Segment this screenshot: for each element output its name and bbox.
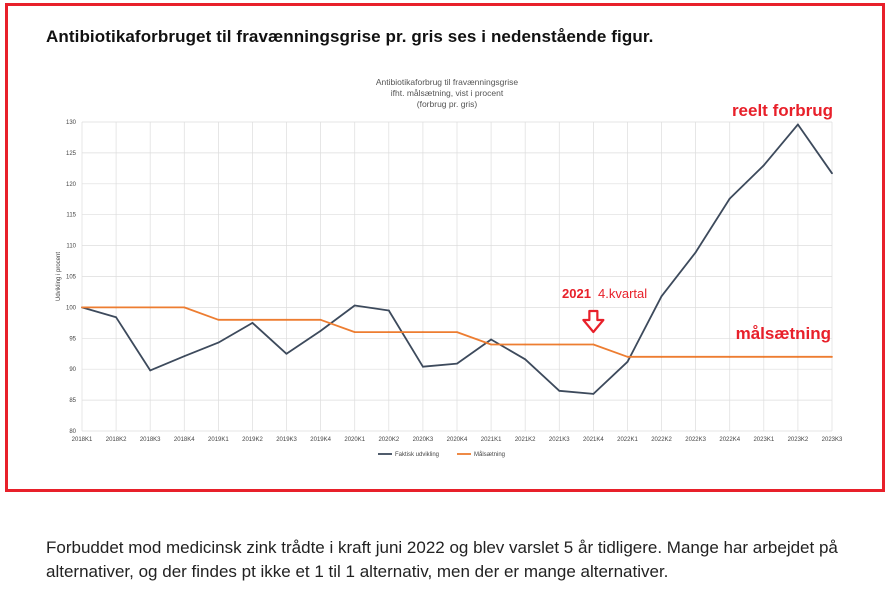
data-point bbox=[558, 389, 561, 392]
data-point bbox=[217, 341, 220, 344]
data-point bbox=[762, 164, 765, 167]
data-point bbox=[387, 309, 390, 312]
x-tick-label: 2019K4 bbox=[310, 437, 331, 443]
down-arrow-icon bbox=[582, 309, 605, 334]
legend-label: Målsætning bbox=[474, 451, 505, 458]
x-tick-label: 2022K1 bbox=[617, 437, 638, 443]
x-tick-label: 2019K3 bbox=[276, 437, 297, 443]
x-tick-label: 2018K4 bbox=[174, 437, 195, 443]
data-point bbox=[762, 355, 765, 358]
data-point bbox=[115, 316, 117, 319]
x-tick-label: 2023K1 bbox=[753, 437, 774, 443]
data-point bbox=[626, 355, 629, 358]
data-point bbox=[422, 365, 424, 368]
data-point bbox=[592, 393, 595, 395]
data-point bbox=[694, 355, 697, 358]
x-tick-label: 2022K2 bbox=[651, 437, 672, 443]
y-axis-label: Udvikling i procent bbox=[56, 252, 62, 301]
y-tick-label: 90 bbox=[69, 367, 76, 373]
chart-title-line: ifht. målsætning, vist i procent bbox=[391, 88, 504, 98]
data-point bbox=[592, 343, 595, 346]
y-tick-label: 120 bbox=[66, 182, 77, 188]
data-point bbox=[797, 123, 799, 126]
data-point bbox=[319, 329, 322, 332]
data-point bbox=[660, 355, 663, 358]
x-tick-label: 2020K1 bbox=[344, 437, 365, 443]
data-point bbox=[149, 306, 152, 309]
data-point bbox=[490, 338, 492, 341]
data-point bbox=[831, 172, 833, 175]
data-point bbox=[558, 343, 561, 346]
legend-label: Faktisk udvikling bbox=[395, 452, 439, 458]
chart-title-line: Antibiotikaforbrug til fravænningsgrise bbox=[376, 77, 518, 87]
data-point bbox=[456, 331, 458, 334]
y-tick-label: 95 bbox=[69, 336, 76, 342]
quarter-annotation: 4.kvartal bbox=[598, 286, 647, 301]
x-tick-label: 2022K4 bbox=[719, 437, 740, 443]
data-point bbox=[285, 352, 288, 355]
data-point bbox=[831, 355, 833, 358]
data-point bbox=[797, 355, 799, 358]
actual-usage-annotation: reelt forbrug bbox=[732, 101, 833, 120]
data-point bbox=[251, 321, 254, 324]
x-tick-label: 2023K3 bbox=[822, 437, 843, 443]
chart-title-line: (forbrug pr. gris) bbox=[417, 99, 478, 109]
data-point bbox=[81, 306, 83, 309]
data-point bbox=[285, 318, 288, 321]
y-tick-label: 105 bbox=[66, 275, 77, 281]
data-point bbox=[524, 358, 527, 361]
x-tick-label: 2020K2 bbox=[378, 437, 399, 443]
data-point bbox=[524, 343, 527, 346]
data-point bbox=[149, 369, 152, 372]
data-point bbox=[660, 295, 663, 298]
y-tick-label: 100 bbox=[66, 305, 77, 311]
y-tick-label: 130 bbox=[66, 120, 77, 126]
x-tick-label: 2021K4 bbox=[583, 437, 604, 443]
data-point bbox=[728, 197, 731, 200]
data-point bbox=[456, 362, 458, 365]
data-point bbox=[387, 331, 390, 334]
x-tick-label: 2018K1 bbox=[72, 437, 93, 443]
x-tick-label: 2023K2 bbox=[788, 437, 809, 443]
data-point bbox=[490, 343, 492, 346]
data-point bbox=[115, 306, 117, 309]
target-annotation: målsætning bbox=[736, 324, 831, 343]
data-point bbox=[353, 304, 356, 307]
data-point bbox=[422, 331, 424, 334]
antibiotic-usage-chart: Antibiotikaforbrug til fravænningsgrisei… bbox=[56, 77, 843, 458]
data-point bbox=[626, 360, 629, 363]
x-tick-label: 2020K4 bbox=[447, 437, 468, 443]
x-tick-label: 2021K3 bbox=[549, 437, 570, 443]
footer-paragraph: Forbuddet mod medicinsk zink trådte i kr… bbox=[46, 538, 838, 581]
x-tick-label: 2019K1 bbox=[208, 437, 229, 443]
x-tick-label: 2022K3 bbox=[685, 437, 706, 443]
highlight-frame bbox=[5, 3, 885, 492]
y-tick-label: 85 bbox=[69, 398, 76, 404]
data-point bbox=[319, 318, 322, 321]
x-tick-label: 2021K1 bbox=[481, 437, 502, 443]
y-tick-label: 125 bbox=[66, 151, 77, 157]
data-point bbox=[353, 331, 356, 334]
data-point bbox=[694, 251, 697, 254]
x-tick-label: 2018K2 bbox=[106, 437, 127, 443]
data-point bbox=[251, 318, 254, 321]
x-tick-label: 2020K3 bbox=[413, 437, 434, 443]
data-point bbox=[183, 306, 186, 309]
y-tick-label: 80 bbox=[69, 429, 76, 435]
data-point bbox=[728, 355, 731, 358]
x-tick-label: 2019K2 bbox=[242, 437, 263, 443]
x-tick-label: 2018K3 bbox=[140, 437, 161, 443]
x-tick-label: 2021K2 bbox=[515, 437, 536, 443]
year-annotation: 2021 bbox=[562, 286, 591, 301]
page-heading: Antibiotikaforbruget til fravænningsgris… bbox=[46, 27, 654, 46]
data-point bbox=[217, 318, 220, 321]
y-tick-label: 110 bbox=[66, 244, 76, 250]
data-point bbox=[183, 355, 186, 358]
y-tick-label: 115 bbox=[66, 213, 76, 219]
